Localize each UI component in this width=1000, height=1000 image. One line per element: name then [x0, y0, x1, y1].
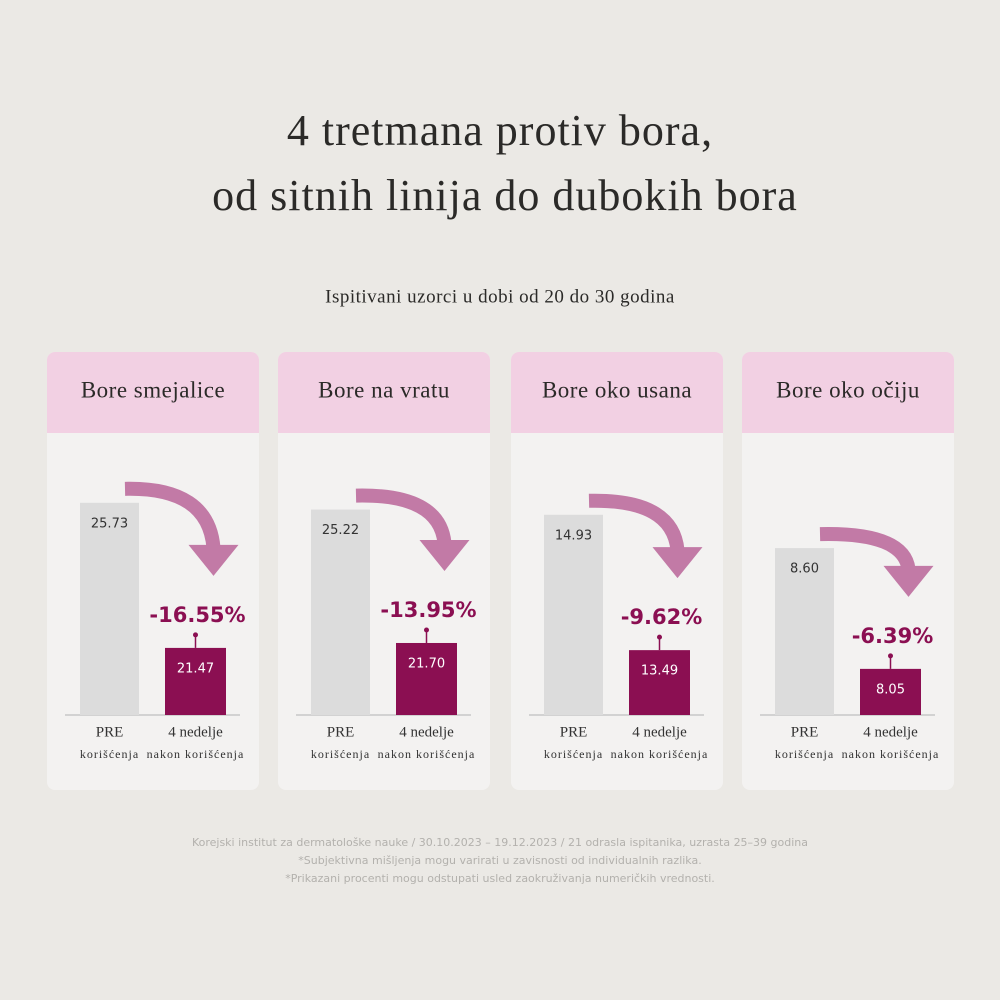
- bar: [311, 509, 370, 715]
- category-label: 4 nedelje: [399, 724, 454, 740]
- value-label: 21.70: [408, 656, 445, 671]
- category-label: korišćenja: [80, 747, 139, 761]
- category-label: nakon korišćenja: [611, 747, 709, 761]
- value-label: 25.73: [91, 516, 128, 531]
- arrow-shaft: [355, 488, 452, 545]
- footnote: Korejski institut za dermatološke nauke …: [192, 836, 808, 849]
- arrow-head: [883, 565, 934, 597]
- category-label: PRE: [560, 724, 588, 740]
- arrow-head: [652, 547, 703, 579]
- change-label: -6.39%: [852, 624, 934, 648]
- category-label: PRE: [96, 724, 124, 740]
- bar: [165, 647, 226, 715]
- arrow: [355, 488, 470, 571]
- panel-title: Bore oko očiju: [776, 377, 920, 402]
- value-label: 13.49: [641, 664, 678, 679]
- bar: [396, 642, 457, 715]
- panel-header: [278, 352, 490, 433]
- change-label: -9.62%: [621, 605, 703, 629]
- bar: [775, 548, 834, 715]
- category-label: korišćenja: [544, 747, 603, 761]
- category-label: PRE: [791, 724, 819, 740]
- value-label: 8.60: [790, 562, 819, 577]
- arrow-shaft: [124, 481, 221, 549]
- category-label: 4 nedelje: [168, 724, 223, 740]
- title-line: 4 tretmana protiv bora,: [287, 106, 713, 155]
- arrow-head: [188, 544, 239, 576]
- bar: [860, 668, 921, 715]
- category-label: PRE: [327, 724, 355, 740]
- category-label: korišćenja: [775, 747, 834, 761]
- arrow-shaft: [819, 527, 916, 571]
- category-label: nakon korišćenja: [842, 747, 940, 761]
- arrow: [124, 481, 239, 576]
- category-label: korišćenja: [311, 747, 370, 761]
- bar: [544, 514, 603, 715]
- change-label: -13.95%: [380, 598, 476, 622]
- subtitle: Ispitivani uzorci u dobi od 20 do 30 god…: [325, 286, 675, 307]
- footnote: *Subjektivna mišljenja mogu varirati u z…: [298, 854, 701, 867]
- arrow: [819, 527, 934, 597]
- bar: [80, 502, 139, 715]
- arrow: [588, 493, 703, 579]
- title-line: od sitnih linija do dubokih bora: [212, 171, 798, 220]
- category-label: 4 nedelje: [863, 724, 918, 740]
- panel-title: Bore oko usana: [542, 377, 692, 402]
- category-label: nakon korišćenja: [147, 747, 245, 761]
- panel-header: [742, 352, 954, 433]
- category-label: 4 nedelje: [632, 724, 687, 740]
- pin-dot: [193, 632, 198, 638]
- pin-dot: [657, 634, 662, 640]
- change-label: -16.55%: [149, 603, 245, 627]
- value-label: 25.22: [322, 523, 359, 538]
- arrow-shaft: [588, 493, 685, 552]
- pin-dot: [424, 627, 429, 633]
- panel-title: Bore na vratu: [318, 377, 450, 402]
- value-label: 21.47: [177, 661, 214, 676]
- category-label: nakon korišćenja: [378, 747, 476, 761]
- bar: [629, 650, 690, 715]
- value-label: 14.93: [555, 528, 592, 543]
- footnote: *Prikazani procenti mogu odstupati usled…: [285, 872, 715, 885]
- panel-header: [47, 352, 259, 433]
- panel-header: [511, 352, 723, 433]
- arrow-head: [419, 539, 470, 571]
- pin-dot: [888, 653, 893, 659]
- value-label: 8.05: [876, 682, 905, 697]
- panel-title: Bore smejalice: [81, 377, 225, 402]
